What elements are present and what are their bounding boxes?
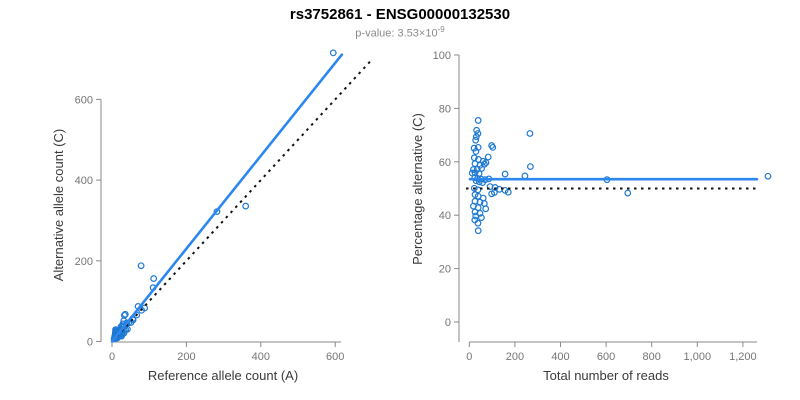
right-data-point <box>527 163 534 171</box>
right-data-point <box>472 133 480 141</box>
y-tick-label: 40 <box>439 210 451 222</box>
x-tick-label: 400 <box>252 351 270 363</box>
right-data-point <box>624 189 632 197</box>
x-tick-label: 600 <box>597 351 615 363</box>
x-tick-label: 400 <box>551 351 569 363</box>
right-data-point <box>489 143 497 151</box>
right-data-point <box>474 130 482 137</box>
right-data-point <box>501 170 509 178</box>
figure-title: rs3752861 - ENSG00000132530 <box>289 6 511 23</box>
right-data-point <box>477 214 485 222</box>
right-data-point <box>472 136 480 144</box>
x-tick-label: 1,200 <box>729 351 757 363</box>
left-data-point <box>124 325 131 333</box>
x-tick-label: 200 <box>506 351 524 363</box>
right-data-point <box>470 166 477 173</box>
y-tick-label: 80 <box>439 103 451 115</box>
pvalue-text: p-value: 3.53×10 <box>355 27 438 40</box>
x-axis-title: Reference allele count (A) <box>148 368 298 383</box>
left-data-point <box>137 262 145 270</box>
figure-subtitle: p-value: 3.53×10-9 <box>0 25 800 40</box>
x-tick-label: 600 <box>326 351 344 363</box>
right-data-point <box>474 186 482 194</box>
right-data-point <box>472 147 480 155</box>
x-tick-label: 1,000 <box>684 351 712 363</box>
y-tick-label: 0 <box>87 337 93 349</box>
y-axis-title: Percentage alternative (C) <box>410 113 425 265</box>
left-data-point <box>118 332 125 340</box>
right-data-point <box>488 190 496 198</box>
y-tick-label: 600 <box>75 94 93 106</box>
right-data-point <box>526 130 534 137</box>
right-data-point <box>474 219 482 227</box>
y-tick-label: 0 <box>445 317 451 329</box>
pvalue-exponent: -9 <box>437 25 445 34</box>
y-tick-label: 200 <box>75 256 93 268</box>
left-identity-line <box>111 58 374 343</box>
x-tick-label: 800 <box>643 351 661 363</box>
right-data-point <box>471 191 479 199</box>
axes: 0 200 400 600 0 200 400 600 Reference allele cou… <box>51 94 344 383</box>
right-data-point <box>474 227 482 235</box>
right-data-point <box>482 205 490 213</box>
y-axis-title: Alternative allele count (C) <box>51 129 66 281</box>
x-tick-label: 0 <box>109 351 115 363</box>
y-tick-label: 400 <box>75 175 93 187</box>
right-data-point <box>470 184 478 192</box>
right-data-point <box>473 126 480 134</box>
x-axis-title: Total number of reads <box>543 368 669 383</box>
right-data-point <box>484 153 492 161</box>
axes: 0 200 400 600 800 1,000 1,200 0 20 40 60 80 100 Total… <box>410 50 757 383</box>
y-tick-label: 60 <box>439 157 451 169</box>
y-tick-label: 20 <box>439 264 451 276</box>
left-data-point <box>141 304 149 312</box>
left-data-point <box>150 275 158 282</box>
left-fit-line <box>110 53 344 343</box>
right-data-point <box>764 172 772 180</box>
y-tick-label: 100 <box>433 50 451 62</box>
x-tick-label: 200 <box>177 351 195 363</box>
left-data-point <box>329 49 337 57</box>
x-tick-label: 0 <box>466 351 472 363</box>
right-data-point <box>482 159 490 167</box>
left-data-point <box>242 202 250 210</box>
right-data-point <box>474 117 482 124</box>
left-data-point <box>121 310 129 318</box>
